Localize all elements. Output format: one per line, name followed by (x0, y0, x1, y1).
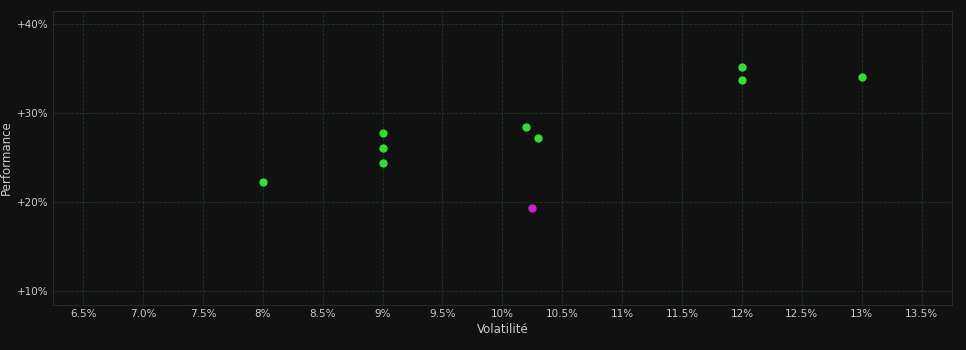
Point (519, 124, 534, 130)
Point (734, 64, 750, 69)
Point (854, 75, 869, 80)
Y-axis label: Performance: Performance (0, 120, 14, 195)
Point (375, 160, 390, 166)
Point (734, 77, 750, 83)
Point (530, 135, 546, 141)
X-axis label: Volatilité: Volatilité (476, 323, 528, 336)
Point (255, 180, 270, 185)
Point (375, 130, 390, 135)
Point (525, 205, 540, 211)
Point (375, 145, 390, 150)
